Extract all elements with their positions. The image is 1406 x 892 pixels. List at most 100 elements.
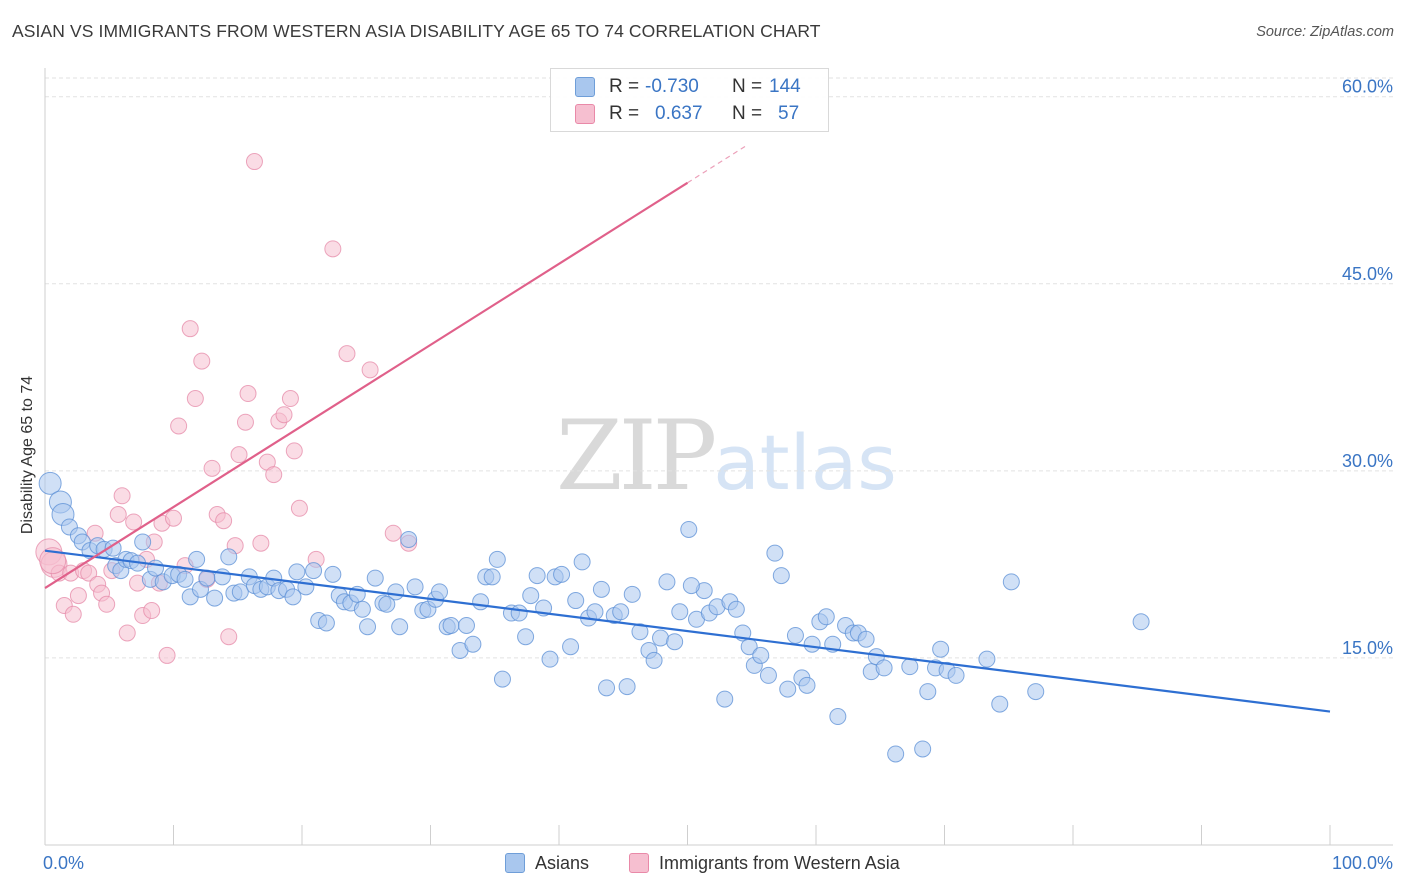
asian-point bbox=[671, 603, 689, 621]
asian-point bbox=[623, 585, 641, 603]
asian-point bbox=[766, 544, 784, 562]
x-tick-label: 0.0% bbox=[43, 853, 84, 873]
asian-point bbox=[586, 603, 604, 621]
western-asia-point bbox=[275, 406, 293, 424]
asian-point bbox=[353, 600, 371, 618]
western-asia-point bbox=[245, 153, 263, 171]
western-asia-point bbox=[338, 345, 356, 363]
asian-point bbox=[658, 573, 676, 591]
bottom-legend-label: Immigrants from Western Asia bbox=[659, 853, 900, 873]
western-asia-point bbox=[113, 487, 131, 505]
western-asia-point bbox=[203, 459, 221, 477]
asian-point bbox=[612, 603, 630, 621]
asian-point bbox=[528, 567, 546, 585]
asian-point bbox=[317, 614, 335, 632]
asian-point bbox=[297, 578, 315, 596]
asian-point bbox=[231, 583, 249, 601]
western-asia-point bbox=[143, 602, 161, 620]
western-asia-trend-line bbox=[44, 181, 689, 590]
legend-r-value: 0.637 bbox=[655, 103, 703, 124]
western-asia-point bbox=[290, 499, 308, 517]
asian-point bbox=[857, 630, 875, 648]
asian-point bbox=[562, 638, 580, 656]
western-asia-trend-extension bbox=[687, 145, 746, 184]
asian-point bbox=[1027, 683, 1045, 701]
asian-point bbox=[919, 683, 937, 701]
western-asia-point bbox=[125, 513, 143, 531]
asian-point bbox=[645, 651, 663, 669]
western-asia-point bbox=[236, 413, 254, 431]
western-asia-point bbox=[158, 646, 176, 664]
western-asia-point bbox=[215, 512, 233, 530]
y-tick-label: 15.0% bbox=[1342, 638, 1393, 658]
western-asia-point bbox=[186, 390, 204, 408]
correlation-legend: R = -0.730 N = 144 R = 0.637 N = 57 bbox=[550, 68, 829, 132]
asian-point bbox=[464, 635, 482, 653]
asian-point bbox=[875, 659, 893, 677]
western-asia-point bbox=[80, 564, 98, 582]
watermark-atlas: atlas bbox=[713, 418, 897, 507]
asian-point bbox=[772, 567, 790, 585]
asian-point bbox=[517, 628, 535, 646]
western-asia-point bbox=[39, 547, 67, 575]
legend-r-value: -0.730 bbox=[645, 76, 699, 97]
asian-point bbox=[188, 550, 206, 568]
asian-point bbox=[682, 577, 700, 595]
western-asia-point bbox=[165, 509, 182, 527]
chart-title: ASIAN VS IMMIGRANTS FROM WESTERN ASIA DI… bbox=[12, 21, 821, 41]
asian-point bbox=[947, 666, 965, 684]
asian-point bbox=[391, 618, 409, 636]
source-label: Source: ZipAtlas.com bbox=[1256, 24, 1394, 40]
asian-point bbox=[901, 658, 919, 676]
asian-point bbox=[1132, 613, 1150, 631]
x-tick-label: 100.0% bbox=[1332, 853, 1393, 873]
asian-point bbox=[829, 708, 847, 726]
asian-point bbox=[305, 562, 323, 580]
asian-point bbox=[598, 679, 616, 697]
western-asia-point bbox=[69, 587, 87, 605]
legend-n-label: N = bbox=[732, 103, 763, 124]
western-asia-point bbox=[230, 446, 248, 464]
legend-swatch-asians bbox=[575, 77, 595, 97]
y-axis-label: Disability Age 65 to 74 bbox=[19, 375, 36, 535]
bottom-legend-swatch-asians bbox=[505, 853, 525, 873]
asian-point bbox=[387, 583, 405, 601]
asian-trend-line bbox=[44, 549, 1331, 713]
western-asia-point bbox=[384, 524, 402, 542]
western-asia-point bbox=[170, 417, 188, 435]
asian-point bbox=[104, 539, 122, 557]
western-asia-point bbox=[281, 390, 299, 408]
asian-point bbox=[567, 592, 585, 610]
asian-point bbox=[284, 588, 302, 606]
asian-point bbox=[803, 635, 821, 653]
asian-point bbox=[541, 650, 559, 668]
western-asia-point bbox=[109, 506, 127, 524]
asian-point bbox=[991, 695, 1009, 713]
watermark: ZIPatlas bbox=[556, 400, 897, 512]
western-asia-point bbox=[193, 352, 211, 370]
western-asia-point bbox=[265, 466, 283, 484]
asian-point bbox=[400, 530, 418, 548]
asian-point bbox=[817, 608, 835, 626]
western-asia-point bbox=[285, 442, 303, 460]
asian-point bbox=[366, 569, 384, 587]
asian-point bbox=[359, 618, 377, 636]
asian-point bbox=[779, 680, 797, 698]
asian-point bbox=[206, 589, 224, 607]
western-asia-point bbox=[252, 534, 270, 552]
asian-point bbox=[510, 604, 528, 622]
asian-point bbox=[573, 553, 591, 571]
asian-point bbox=[887, 745, 905, 763]
y-tick-label: 45.0% bbox=[1342, 264, 1393, 284]
asian-point bbox=[786, 626, 804, 644]
western-asia-point bbox=[361, 361, 379, 379]
legend-swatch-western-asia bbox=[575, 104, 595, 124]
asian-point bbox=[1002, 573, 1020, 591]
asian-point bbox=[978, 650, 996, 668]
y-tick-label: 60.0% bbox=[1342, 77, 1393, 97]
legend-r-label: R = bbox=[609, 76, 640, 97]
asian-point bbox=[493, 670, 511, 688]
asian-point bbox=[631, 623, 649, 641]
asian-point bbox=[176, 570, 194, 588]
asian-point bbox=[288, 563, 306, 581]
